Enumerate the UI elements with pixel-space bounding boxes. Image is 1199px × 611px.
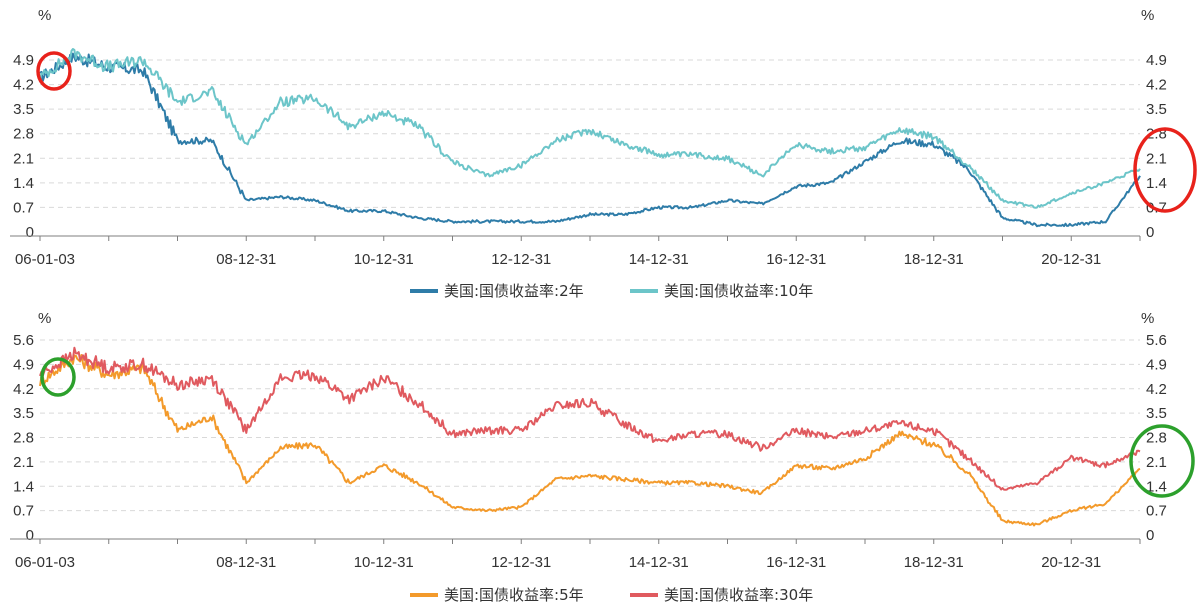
bottom-legend-label-1: 美国:国债收益率:30年 — [664, 586, 813, 604]
bottom-left-y-tick-label: 5.6 — [13, 332, 34, 349]
top-series-line-1 — [39, 48, 1141, 209]
top-x-tick-label: 20-12-31 — [1041, 251, 1101, 268]
bottom-series-line-1 — [39, 346, 1141, 491]
top-chart-2y-10y: 0 00.7 0.71.4 1.42.1 2.12.8 2.83.5 3.54.2 4.24.… — [10, 7, 1167, 300]
top-right-unit-label: % — [1141, 7, 1154, 24]
top-left-y-tick-label: 3.5 — [13, 101, 34, 118]
bottom-x-tick-label: 18-12-31 — [904, 554, 964, 571]
top-right-y-tick-label: 1.4 — [1146, 175, 1167, 192]
bottom-x-tick-label: 12-12-31 — [491, 554, 551, 571]
top-left-y-tick-label: 4.9 — [13, 52, 34, 69]
bottom-left-y-tick-label: 3.5 — [13, 405, 34, 422]
bottom-left-y-tick-label: 4.2 — [13, 381, 34, 398]
bottom-right-highlight-circle — [1129, 424, 1195, 498]
top-x-tick-label: 12-12-31 — [491, 251, 551, 268]
bottom-left-y-tick-label: 1.4 — [13, 478, 34, 495]
bottom-left-y-tick-label: 2.8 — [13, 430, 34, 447]
bottom-x-tick-label: 16-12-31 — [766, 554, 826, 571]
bottom-axes: 0 0 0.7 0.7 1.4 1.4 2.1 2.1 2.8 2.8 3.5 3.5 4.2 4.2 4.… — [10, 332, 1167, 571]
bottom-right-y-tick-label: 2.1 — [1146, 454, 1167, 471]
bottom-right-y-tick-label: 0 — [1146, 527, 1154, 544]
annotation-circles — [36, 51, 1197, 498]
bottom-left-y-tick-label: 2.1 — [13, 454, 34, 471]
top-legend: 美国:国债收益率:2年 美国:国债收益率:10年 — [410, 282, 813, 300]
top-legend-label-1: 美国:国债收益率:10年 — [664, 282, 813, 300]
top-x-tick-label: 06-01-03 — [15, 251, 75, 268]
top-x-tick-label: 08-12-31 — [216, 251, 276, 268]
top-left-y-tick-label: 4.2 — [13, 77, 34, 94]
bottom-right-y-tick-label: 0.7 — [1146, 503, 1167, 520]
top-x-tick-label: 10-12-31 — [354, 251, 414, 268]
top-right-y-tick-label: 4.9 — [1146, 52, 1167, 69]
top-x-tick-label: 18-12-31 — [904, 251, 964, 268]
bottom-right-y-tick-label: 4.9 — [1146, 356, 1167, 373]
bottom-x-tick-label: 10-12-31 — [354, 554, 414, 571]
top-left-y-tick-label: 2.8 — [13, 126, 34, 143]
bottom-left-y-tick-label: 0.7 — [13, 503, 34, 520]
bottom-right-y-tick-label: 1.4 — [1146, 478, 1167, 495]
top-left-highlight-circle — [36, 51, 72, 91]
bottom-right-unit-label: % — [1141, 310, 1154, 327]
top-left-y-tick-label: 0 — [26, 224, 34, 241]
top-series-line-0 — [39, 52, 1141, 228]
bottom-right-y-tick-label: 2.8 — [1146, 430, 1167, 447]
top-left-unit-label: % — [38, 7, 51, 24]
top-right-highlight-circle — [1133, 127, 1197, 213]
bottom-right-y-tick-label: 3.5 — [1146, 405, 1167, 422]
bottom-x-tick-label: 06-01-03 — [15, 554, 75, 571]
top-left-y-tick-label: 2.1 — [13, 150, 34, 167]
bottom-legend-label-0: 美国:国债收益率:5年 — [444, 586, 584, 604]
bottom-left-highlight-circle — [40, 357, 76, 397]
top-left-y-tick-label: 1.4 — [13, 175, 34, 192]
top-x-tick-label: 16-12-31 — [766, 251, 826, 268]
top-grid — [40, 59, 1140, 208]
bottom-series-line-0 — [39, 354, 1141, 527]
top-right-y-tick-label: 2.1 — [1146, 150, 1167, 167]
bottom-x-tick-label: 08-12-31 — [216, 554, 276, 571]
bottom-chart-5y-30y: 0 0 0.7 0.7 1.4 1.4 2.1 2.1 2.8 2.8 3.5 3.5 4.2 4.2 4.… — [10, 310, 1167, 604]
bottom-left-y-tick-label: 4.9 — [13, 356, 34, 373]
top-axes: 0 00.7 0.71.4 1.42.1 2.12.8 2.83.5 3.54.2 4.24.… — [10, 52, 1167, 268]
top-x-tick-label: 14-12-31 — [629, 251, 689, 268]
top-right-y-tick-label: 0 — [1146, 224, 1154, 241]
bottom-right-y-tick-label: 5.6 — [1146, 332, 1167, 349]
top-series-lines — [39, 48, 1141, 228]
bottom-legend: 美国:国债收益率:5年 美国:国债收益率:30年 — [410, 586, 813, 604]
bottom-grid — [40, 339, 1140, 512]
bottom-x-tick-label: 20-12-31 — [1041, 554, 1101, 571]
top-legend-label-0: 美国:国债收益率:2年 — [444, 282, 584, 300]
bottom-left-y-tick-label: 0 — [26, 527, 34, 544]
top-right-y-tick-label: 3.5 — [1146, 101, 1167, 118]
bottom-left-unit-label: % — [38, 310, 51, 327]
bottom-series-lines — [39, 346, 1141, 527]
bottom-right-y-tick-label: 4.2 — [1146, 381, 1167, 398]
bottom-x-tick-label: 14-12-31 — [629, 554, 689, 571]
top-right-y-tick-label: 4.2 — [1146, 77, 1167, 94]
top-left-y-tick-label: 0.7 — [13, 199, 34, 216]
